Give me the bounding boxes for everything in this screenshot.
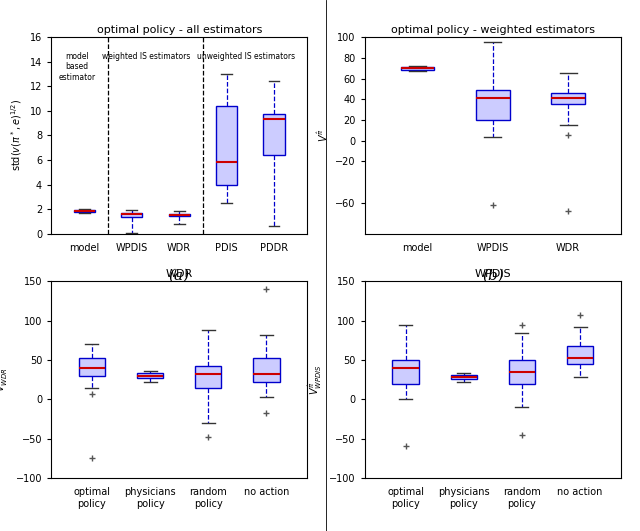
Y-axis label: $V^{\hat{\pi}}$: $V^{\hat{\pi}}$ [314,129,330,142]
PathPatch shape [253,358,280,382]
PathPatch shape [168,214,190,216]
PathPatch shape [509,360,535,383]
PathPatch shape [137,373,163,378]
PathPatch shape [263,114,285,155]
PathPatch shape [551,93,585,105]
Y-axis label: std$(v(\pi^*, e)^{1/2})$: std$(v(\pi^*, e)^{1/2})$ [10,99,24,172]
Text: weighted IS estimators: weighted IS estimators [102,52,190,61]
PathPatch shape [401,66,435,70]
Title: optimal policy - weighted estimators: optimal policy - weighted estimators [391,25,595,35]
Text: model
based
estimator: model based estimator [59,52,96,82]
PathPatch shape [121,212,143,217]
Text: unweighted IS estimators: unweighted IS estimators [196,52,294,61]
PathPatch shape [79,358,105,376]
PathPatch shape [216,106,237,185]
Y-axis label: $V^{\hat{\pi}}_{WPDIS}$: $V^{\hat{\pi}}_{WPDIS}$ [305,364,324,395]
Text: (b): (b) [482,269,504,283]
Text: (a): (a) [168,269,190,283]
PathPatch shape [74,210,95,212]
PathPatch shape [567,346,593,364]
Title: optimal policy - all estimators: optimal policy - all estimators [97,25,262,35]
PathPatch shape [195,366,221,388]
PathPatch shape [476,90,509,120]
Y-axis label: $V^{\hat{\pi}}_{WDR}$: $V^{\hat{\pi}}_{WDR}$ [0,367,10,392]
Title: WDR: WDR [166,269,193,279]
Title: WPDIS: WPDIS [474,269,511,279]
PathPatch shape [392,360,419,383]
PathPatch shape [451,375,477,379]
